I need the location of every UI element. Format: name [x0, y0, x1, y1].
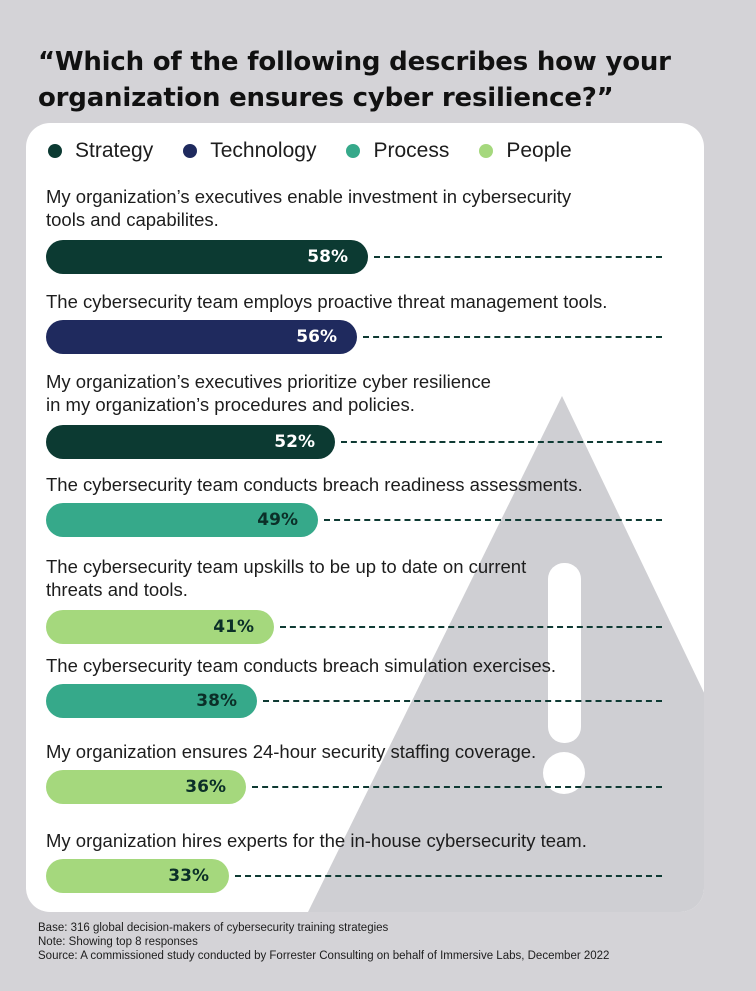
- legend-label: Strategy: [75, 139, 154, 162]
- footnotes: Base: 316 global decision-makers of cybe…: [38, 921, 738, 963]
- bar-leader-line: [280, 626, 662, 628]
- bar-category-label: My organization’s executives enable inve…: [46, 186, 572, 230]
- bar-leader-line: [263, 700, 662, 702]
- bar-value-label: 38%: [196, 691, 237, 711]
- bar: 52%: [46, 425, 335, 459]
- bar-row: The cybersecurity team conducts breach r…: [46, 473, 686, 537]
- bar-category-label: The cybersecurity team conducts breach s…: [46, 655, 556, 676]
- footnote-source: Source: A commissioned study conducted b…: [38, 950, 610, 962]
- bar: 56%: [46, 320, 357, 354]
- bar-category-label: My organization’s executives prioritize …: [46, 371, 491, 415]
- bar-row: My organization’s executives prioritize …: [46, 370, 686, 459]
- legend-swatch: [183, 144, 198, 158]
- bar: 33%: [46, 859, 229, 893]
- bar-leader-line: [235, 875, 662, 877]
- bar-category-label: The cybersecurity team upskills to be up…: [46, 556, 527, 600]
- legend-swatch: [479, 144, 494, 158]
- bar-row: The cybersecurity team employs proactive…: [46, 290, 686, 354]
- bar-leader-line: [324, 519, 662, 521]
- chart-legend: Strategy Technology Process People: [48, 137, 602, 165]
- legend-item-process: Process: [346, 139, 449, 163]
- bar-value-label: 33%: [168, 866, 209, 886]
- bar-value-label: 52%: [274, 432, 315, 452]
- bar-row: My organization ensures 24-hour security…: [46, 740, 686, 804]
- page-title: “Which of the following describes how yo…: [38, 44, 718, 116]
- legend-label: Process: [373, 139, 450, 162]
- warning-icon: [308, 396, 704, 912]
- bar-value-label: 49%: [257, 510, 298, 530]
- legend-item-people: People: [479, 139, 572, 163]
- bar-category-label: My organization hires experts for the in…: [46, 830, 587, 851]
- legend-label: People: [506, 139, 572, 162]
- legend-swatch: [48, 144, 62, 158]
- bar-row: The cybersecurity team upskills to be up…: [46, 555, 686, 644]
- bar-row: The cybersecurity team conducts breach s…: [46, 654, 686, 718]
- bar-leader-line: [341, 441, 662, 443]
- bar: 41%: [46, 610, 274, 644]
- bar-category-label: My organization ensures 24-hour security…: [46, 741, 537, 762]
- bar-row: My organization’s executives enable inve…: [46, 185, 686, 274]
- bar-value-label: 56%: [296, 327, 337, 347]
- bar-leader-line: [363, 336, 662, 338]
- bar: 36%: [46, 770, 246, 804]
- bar-value-label: 36%: [185, 777, 226, 797]
- bar-category-label: The cybersecurity team conducts breach r…: [46, 474, 583, 495]
- title-line-2: organization ensures cyber resilience?”: [38, 83, 614, 113]
- bar-value-label: 41%: [213, 617, 254, 637]
- bar-category-label: The cybersecurity team employs proactive…: [46, 291, 608, 312]
- bar-leader-line: [252, 786, 662, 788]
- bar-value-label: 58%: [307, 247, 348, 267]
- legend-item-strategy: Strategy: [48, 139, 153, 163]
- legend-label: Technology: [210, 139, 317, 162]
- chart-card: Strategy Technology Process People My organ…: [26, 123, 704, 912]
- title-line-1: “Which of the following describes how yo…: [38, 47, 671, 77]
- bar: 49%: [46, 503, 318, 537]
- legend-item-technology: Technology: [183, 139, 316, 163]
- bar-row: My organization hires experts for the in…: [46, 829, 686, 893]
- bar: 38%: [46, 684, 257, 718]
- bar-leader-line: [374, 256, 662, 258]
- footnote-note: Note: Showing top 8 responses: [38, 936, 198, 948]
- footnote-base: Base: 316 global decision-makers of cybe…: [38, 922, 389, 934]
- bar: 58%: [46, 240, 368, 274]
- legend-swatch: [346, 144, 361, 158]
